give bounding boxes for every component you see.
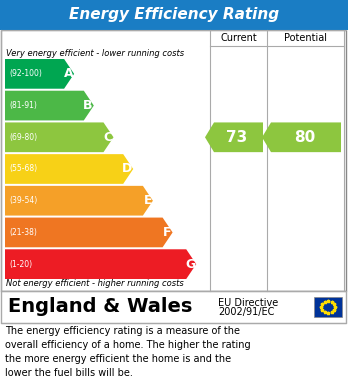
Polygon shape	[5, 122, 113, 152]
Text: 80: 80	[294, 130, 315, 145]
Text: D: D	[122, 163, 132, 176]
Polygon shape	[5, 59, 74, 89]
Bar	[0, 0, 348, 30]
Text: The energy efficiency rating is a measure of the
overall efficiency of a home. T: The energy efficiency rating is a measur…	[5, 326, 251, 378]
Text: (21-38): (21-38)	[9, 228, 37, 237]
Polygon shape	[5, 186, 153, 215]
Text: England & Wales: England & Wales	[8, 298, 192, 316]
Text: Energy Efficiency Rating: Energy Efficiency Rating	[69, 7, 279, 23]
Polygon shape	[5, 91, 94, 120]
Text: (1-20): (1-20)	[9, 260, 32, 269]
Text: F: F	[163, 226, 172, 239]
Text: G: G	[185, 258, 195, 271]
Polygon shape	[5, 217, 173, 247]
Text: B: B	[83, 99, 93, 112]
Text: A: A	[63, 67, 73, 81]
Text: (39-54): (39-54)	[9, 196, 37, 205]
Text: (81-91): (81-91)	[9, 101, 37, 110]
Text: EU Directive: EU Directive	[218, 298, 278, 308]
Text: (55-68): (55-68)	[9, 165, 37, 174]
Polygon shape	[5, 154, 133, 184]
Text: 73: 73	[227, 130, 248, 145]
Bar	[1, 30, 346, 291]
Polygon shape	[262, 122, 341, 152]
Text: Potential: Potential	[284, 33, 327, 43]
Bar	[314, 297, 342, 317]
Bar	[1, 291, 346, 323]
Text: Current: Current	[220, 33, 257, 43]
Text: (92-100): (92-100)	[9, 69, 42, 78]
Text: (69-80): (69-80)	[9, 133, 37, 142]
Text: Not energy efficient - higher running costs: Not energy efficient - higher running co…	[6, 279, 184, 288]
Text: C: C	[103, 131, 112, 144]
Polygon shape	[5, 249, 196, 279]
Text: 2002/91/EC: 2002/91/EC	[218, 307, 274, 317]
Text: Very energy efficient - lower running costs: Very energy efficient - lower running co…	[6, 49, 184, 58]
Text: E: E	[143, 194, 152, 207]
Polygon shape	[205, 122, 263, 152]
